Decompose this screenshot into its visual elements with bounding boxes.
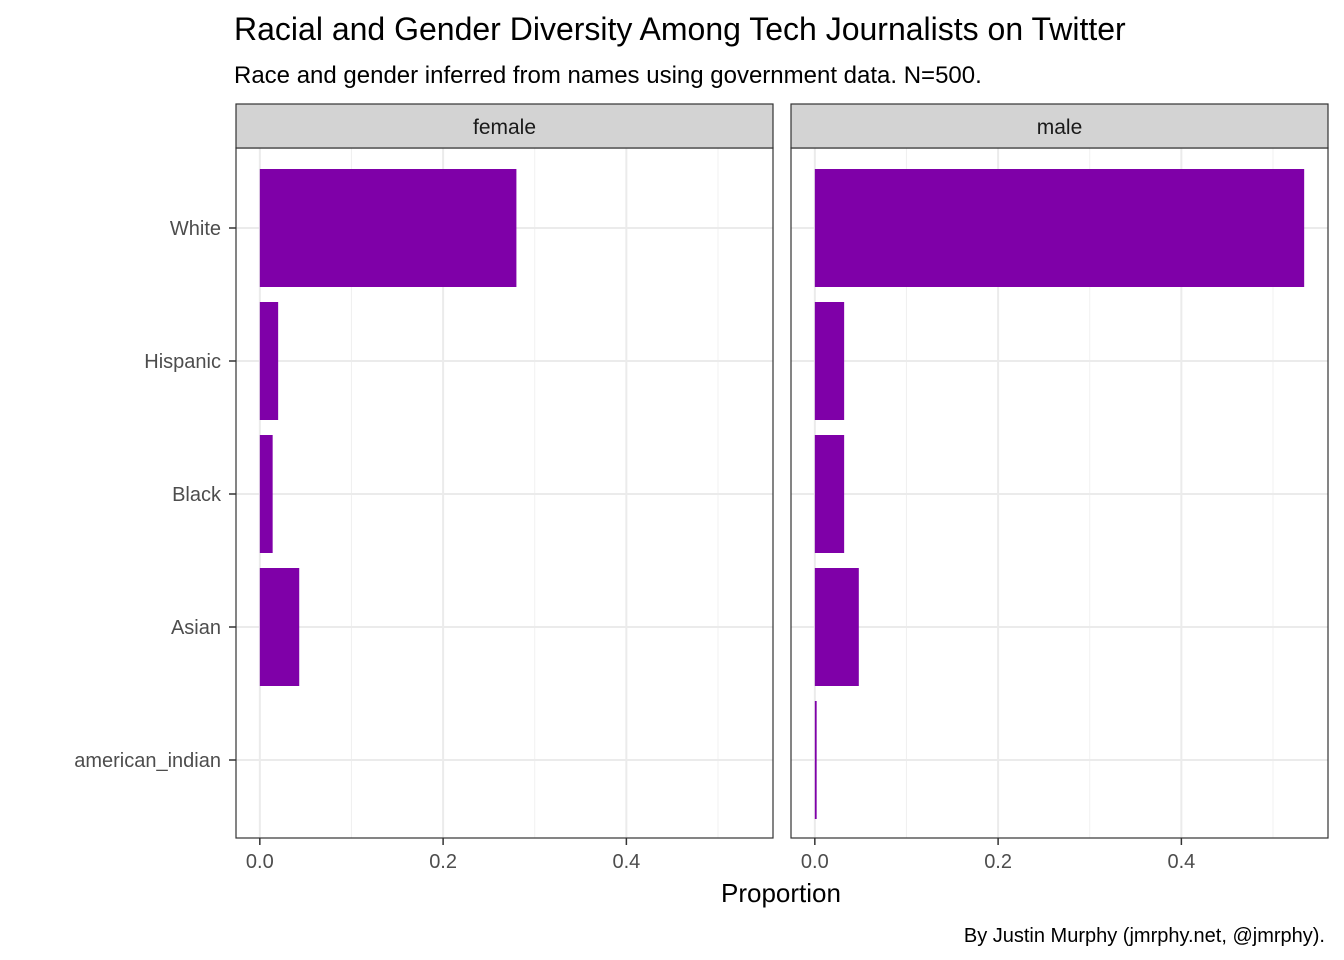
x-tick-label: 0.2 <box>984 851 1012 873</box>
x-tick-label: 0.4 <box>1167 851 1195 873</box>
bar-female-Asian <box>259 568 300 686</box>
strip-label-male: male <box>1037 116 1083 139</box>
strip-male <box>790 103 1329 149</box>
panel-male: male 0.0 0.2 0.4 <box>790 103 1329 873</box>
facet-panels: female 0.0 0.2 0.4 male 0.0 0.2 0.4 <box>235 103 1329 873</box>
x-tick-label: 0.2 <box>429 851 457 873</box>
bar-female-White <box>259 169 517 287</box>
chart-subtitle: Race and gender inferred from names usin… <box>234 62 982 89</box>
x-tick-label: 0.0 <box>246 851 274 873</box>
strip-female <box>235 103 774 149</box>
x-axis-title: Proportion <box>721 878 841 908</box>
bar-male-american_indian <box>814 701 817 819</box>
y-tick-label-Hispanic: Hispanic <box>144 351 221 373</box>
bar-female-Hispanic <box>259 302 279 420</box>
chart-title: Racial and Gender Diversity Among Tech J… <box>234 11 1126 47</box>
chart-caption: By Justin Murphy (jmrphy.net, @jmrphy). <box>964 925 1325 947</box>
bar-male-Hispanic <box>814 302 845 420</box>
panel-female: female 0.0 0.2 0.4 <box>235 103 774 873</box>
bar-male-Black <box>814 435 845 553</box>
strip-label-female: female <box>473 116 536 139</box>
y-tick-label-White: White <box>170 218 221 240</box>
y-tick-label-Asian: Asian <box>171 617 221 639</box>
y-tick-label-american_indian: american_indian <box>74 750 221 772</box>
y-axis: White Hispanic Black Asian american_indian <box>74 218 236 772</box>
x-tick-label: 0.0 <box>801 851 829 873</box>
y-tick-label-Black: Black <box>172 484 222 506</box>
bar-female-Black <box>259 435 273 553</box>
bar-male-White <box>814 169 1305 287</box>
bar-male-Asian <box>814 568 859 686</box>
x-tick-label: 0.4 <box>612 851 640 873</box>
